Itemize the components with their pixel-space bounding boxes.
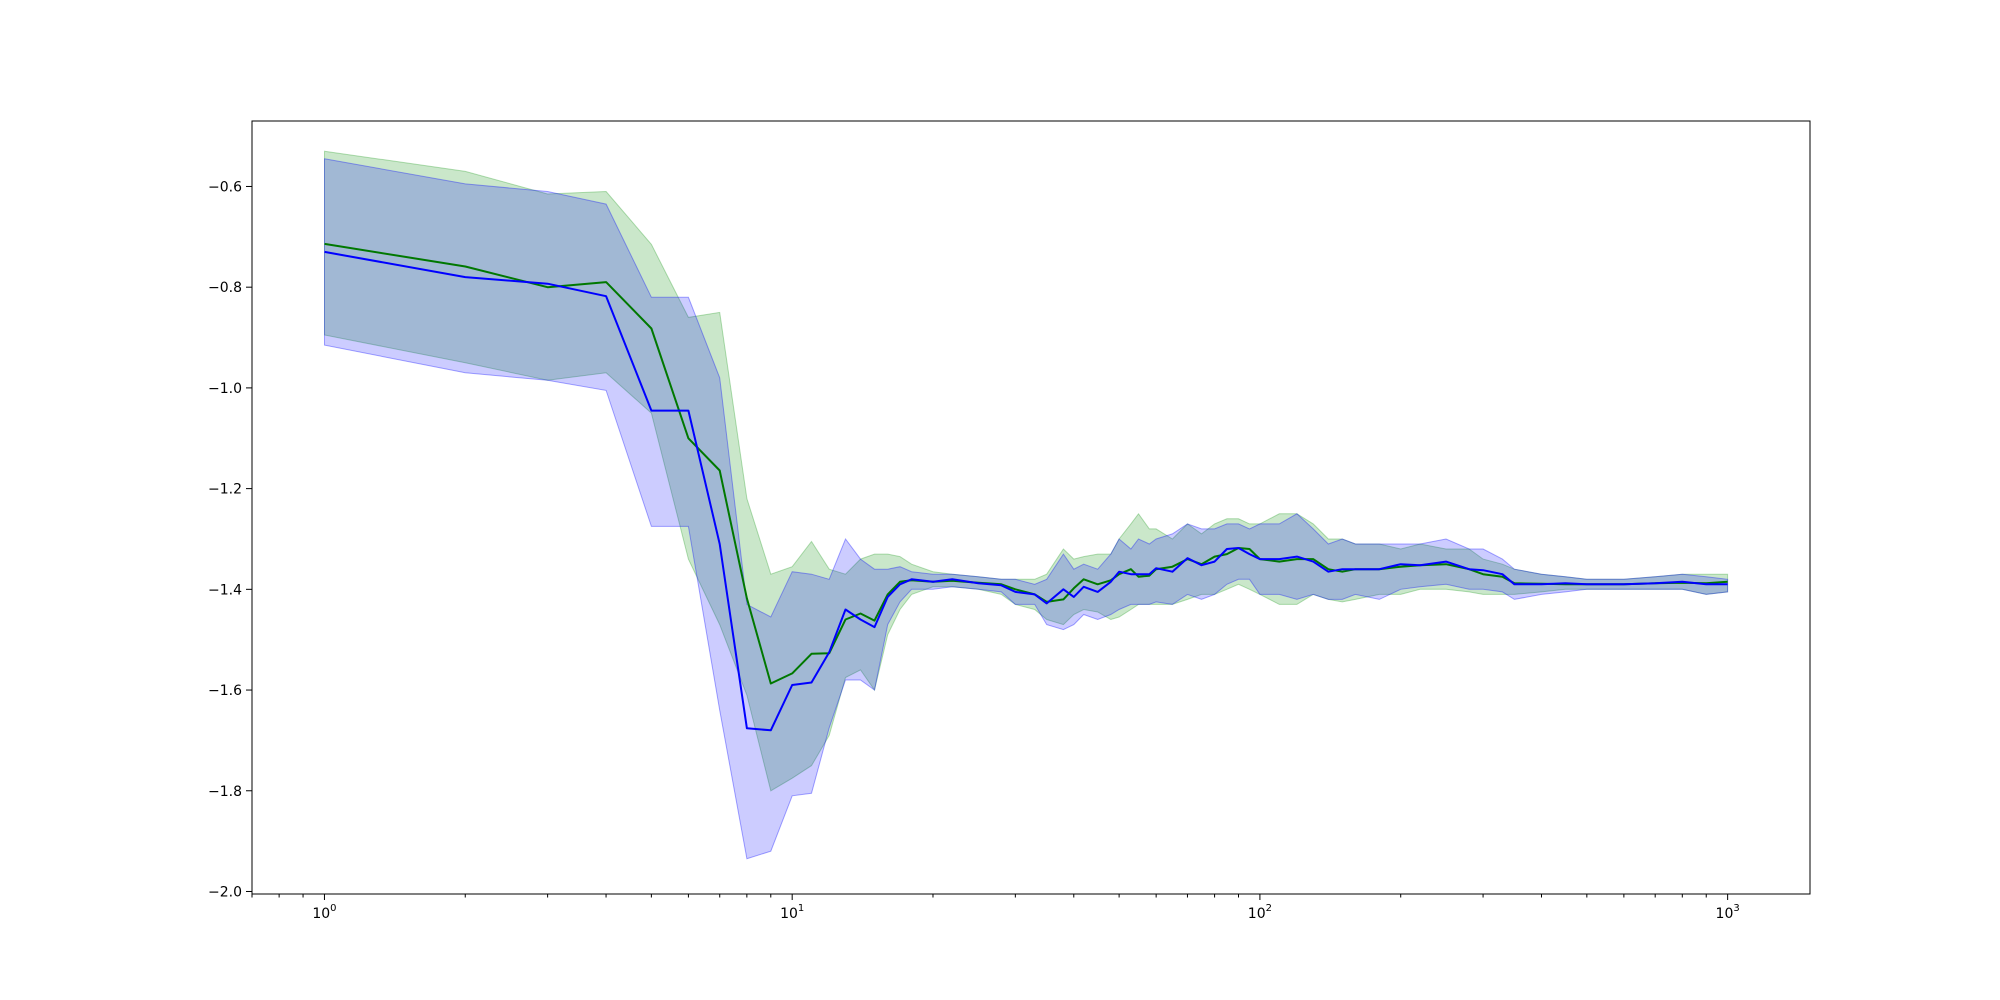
x-tick-label: 100 xyxy=(312,903,336,922)
y-tick-label: −2.0 xyxy=(208,884,242,900)
y-axis: −0.6 −0.8 −1.0 −1.2 −1.4 −1.6 −1.8 −2.0 xyxy=(208,179,252,900)
x-tick-label: 101 xyxy=(780,903,804,922)
y-tick-label: −1.6 xyxy=(208,683,242,699)
y-tick-label: −1.0 xyxy=(208,381,242,397)
y-tick-label: −1.8 xyxy=(208,784,242,800)
series-1-band xyxy=(324,158,1729,860)
plot-frame xyxy=(251,120,1811,895)
x-tick-label: 103 xyxy=(1716,903,1740,922)
y-tick-label: −0.8 xyxy=(208,280,242,296)
series-0-band xyxy=(324,150,1729,792)
x-axis: 100 101 102 103 xyxy=(251,894,1740,922)
y-tick-label: −0.6 xyxy=(208,179,242,195)
series-1-line xyxy=(324,250,1728,732)
y-tick-label: −1.2 xyxy=(208,482,242,498)
series-lines xyxy=(324,242,1728,732)
x-tick-label: 102 xyxy=(1248,903,1272,922)
confidence-bands xyxy=(324,150,1729,860)
y-tick-label: −1.4 xyxy=(208,582,242,598)
series-0-line xyxy=(324,242,1728,685)
